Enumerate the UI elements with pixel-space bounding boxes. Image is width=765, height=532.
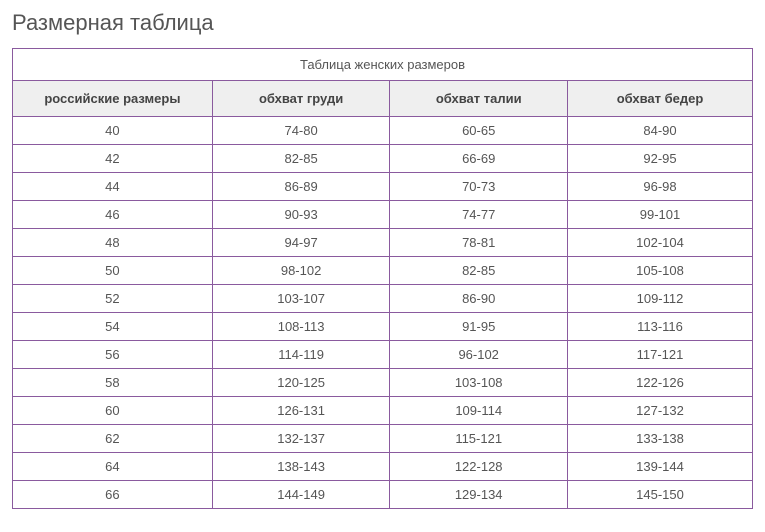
table-cell: 91-95: [390, 313, 568, 341]
table-cell: 74-80: [212, 117, 390, 145]
table-row: 4282-8566-6992-95: [13, 145, 753, 173]
table-cell: 109-114: [390, 397, 568, 425]
table-cell: 82-85: [212, 145, 390, 173]
table-cell: 114-119: [212, 341, 390, 369]
table-cell: 92-95: [567, 145, 752, 173]
table-cell: 82-85: [390, 257, 568, 285]
table-row: 4486-8970-7396-98: [13, 173, 753, 201]
table-cell: 96-102: [390, 341, 568, 369]
table-header-row: российские размеры обхват груди обхват т…: [13, 81, 753, 117]
table-cell: 115-121: [390, 425, 568, 453]
table-cell: 70-73: [390, 173, 568, 201]
table-cell: 86-90: [390, 285, 568, 313]
table-row: 62132-137115-121133-138: [13, 425, 753, 453]
table-cell: 117-121: [567, 341, 752, 369]
table-cell: 54: [13, 313, 213, 341]
page-title: Размерная таблица: [12, 10, 753, 36]
table-row: 4690-9374-7799-101: [13, 201, 753, 229]
table-cell: 122-126: [567, 369, 752, 397]
table-cell: 84-90: [567, 117, 752, 145]
table-row: 58120-125103-108122-126: [13, 369, 753, 397]
table-cell: 98-102: [212, 257, 390, 285]
table-cell: 66-69: [390, 145, 568, 173]
table-cell: 103-107: [212, 285, 390, 313]
table-cell: 50: [13, 257, 213, 285]
table-cell: 138-143: [212, 453, 390, 481]
table-cell: 78-81: [390, 229, 568, 257]
table-cell: 94-97: [212, 229, 390, 257]
table-cell: 129-134: [390, 481, 568, 509]
table-cell: 62: [13, 425, 213, 453]
table-cell: 64: [13, 453, 213, 481]
table-cell: 48: [13, 229, 213, 257]
table-cell: 86-89: [212, 173, 390, 201]
table-body: 4074-8060-6584-904282-8566-6992-954486-8…: [13, 117, 753, 509]
table-cell: 60-65: [390, 117, 568, 145]
table-row: 4074-8060-6584-90: [13, 117, 753, 145]
table-row: 5098-10282-85105-108: [13, 257, 753, 285]
size-table: Таблица женских размеров российские разм…: [12, 48, 753, 509]
table-cell: 90-93: [212, 201, 390, 229]
table-cell: 52: [13, 285, 213, 313]
table-cell: 58: [13, 369, 213, 397]
table-cell: 42: [13, 145, 213, 173]
table-cell: 139-144: [567, 453, 752, 481]
table-row: 52103-10786-90109-112: [13, 285, 753, 313]
table-cell: 66: [13, 481, 213, 509]
table-cell: 126-131: [212, 397, 390, 425]
table-row: 54108-11391-95113-116: [13, 313, 753, 341]
table-cell: 108-113: [212, 313, 390, 341]
table-cell: 133-138: [567, 425, 752, 453]
table-cell: 56: [13, 341, 213, 369]
table-cell: 132-137: [212, 425, 390, 453]
table-cell: 74-77: [390, 201, 568, 229]
column-header: российские размеры: [13, 81, 213, 117]
table-cell: 44: [13, 173, 213, 201]
table-cell: 109-112: [567, 285, 752, 313]
table-cell: 46: [13, 201, 213, 229]
column-header: обхват груди: [212, 81, 390, 117]
column-header: обхват талии: [390, 81, 568, 117]
table-cell: 120-125: [212, 369, 390, 397]
table-row: 66144-149129-134145-150: [13, 481, 753, 509]
table-row: 60126-131109-114127-132: [13, 397, 753, 425]
table-row: 56114-11996-102117-121: [13, 341, 753, 369]
table-cell: 102-104: [567, 229, 752, 257]
table-cell: 144-149: [212, 481, 390, 509]
table-cell: 103-108: [390, 369, 568, 397]
table-row: 64138-143122-128139-144: [13, 453, 753, 481]
table-cell: 122-128: [390, 453, 568, 481]
table-cell: 127-132: [567, 397, 752, 425]
table-cell: 99-101: [567, 201, 752, 229]
column-header: обхват бедер: [567, 81, 752, 117]
table-cell: 113-116: [567, 313, 752, 341]
table-caption: Таблица женских размеров: [12, 48, 753, 80]
table-row: 4894-9778-81102-104: [13, 229, 753, 257]
table-cell: 105-108: [567, 257, 752, 285]
table-cell: 60: [13, 397, 213, 425]
table-cell: 145-150: [567, 481, 752, 509]
table-cell: 40: [13, 117, 213, 145]
table-cell: 96-98: [567, 173, 752, 201]
